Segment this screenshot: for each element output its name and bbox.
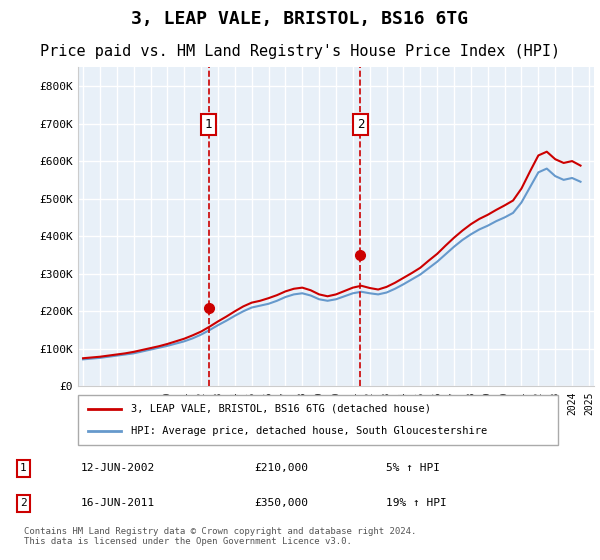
Text: £350,000: £350,000 [254, 498, 308, 508]
Text: 2: 2 [20, 498, 27, 508]
Text: HPI: Average price, detached house, South Gloucestershire: HPI: Average price, detached house, Sout… [131, 426, 487, 436]
Text: £210,000: £210,000 [254, 463, 308, 473]
FancyBboxPatch shape [78, 395, 558, 445]
Text: 19% ↑ HPI: 19% ↑ HPI [386, 498, 447, 508]
Text: 12-JUN-2002: 12-JUN-2002 [81, 463, 155, 473]
Text: 3, LEAP VALE, BRISTOL, BS16 6TG: 3, LEAP VALE, BRISTOL, BS16 6TG [131, 10, 469, 28]
Text: 2: 2 [357, 118, 364, 131]
Text: Contains HM Land Registry data © Crown copyright and database right 2024.
This d: Contains HM Land Registry data © Crown c… [23, 526, 416, 546]
Text: 5% ↑ HPI: 5% ↑ HPI [386, 463, 440, 473]
Text: 1: 1 [205, 118, 212, 131]
Text: 16-JUN-2011: 16-JUN-2011 [81, 498, 155, 508]
Text: Price paid vs. HM Land Registry's House Price Index (HPI): Price paid vs. HM Land Registry's House … [40, 44, 560, 59]
Text: 3, LEAP VALE, BRISTOL, BS16 6TG (detached house): 3, LEAP VALE, BRISTOL, BS16 6TG (detache… [131, 404, 431, 414]
Text: 1: 1 [20, 463, 27, 473]
